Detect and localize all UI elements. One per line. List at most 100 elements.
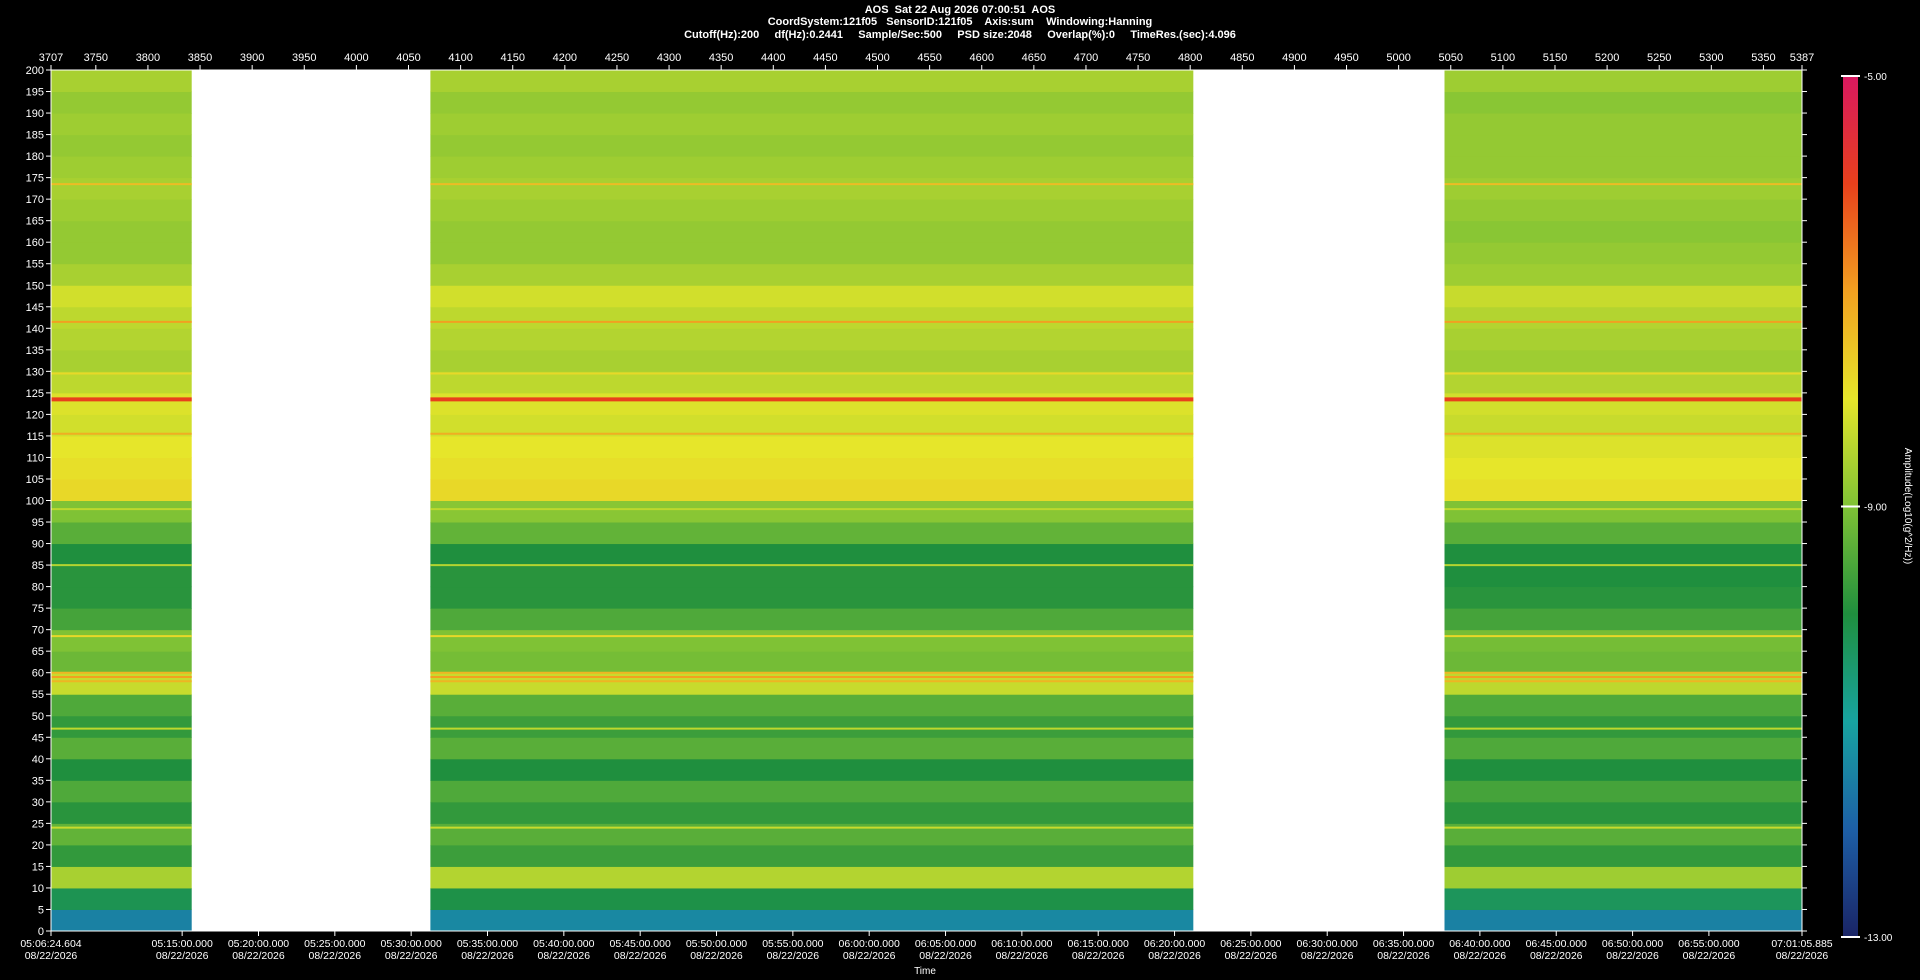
heat-cell xyxy=(51,801,192,824)
heat-cell xyxy=(1444,306,1802,329)
heat-cell xyxy=(1444,672,1802,695)
heat-cell xyxy=(430,694,1194,717)
heat-cell xyxy=(430,565,1194,588)
heat-cell xyxy=(430,134,1194,157)
x-tick-top-label: 4400 xyxy=(761,52,785,64)
x-tick-top-label: 5250 xyxy=(1647,52,1671,64)
heat-cell xyxy=(430,349,1194,372)
x-tick-label: 06:15:00.000 08/22/2026 xyxy=(1068,938,1129,962)
y-tick-label: 75 xyxy=(32,603,44,615)
x-tick-label-line: 05:40:00.000 xyxy=(533,938,594,950)
y-tick-label: 115 xyxy=(26,431,44,443)
heat-cell xyxy=(430,392,1194,415)
x-tick-label-line: 08/22/2026 xyxy=(1377,950,1430,962)
x-tick-label-line: 05:50:00.000 xyxy=(686,938,747,950)
y-tick-label: 10 xyxy=(32,883,44,895)
y-tick-label: 105 xyxy=(26,474,44,486)
heat-cell xyxy=(1444,199,1802,222)
heat-cell xyxy=(51,522,192,545)
x-tick-top-label: 4550 xyxy=(917,52,941,64)
x-tick-label-line: 06:35:00.000 xyxy=(1373,938,1434,950)
y-tick-label: 135 xyxy=(26,345,44,357)
heat-cell xyxy=(51,500,192,523)
x-tick-label-line: 08/22/2026 xyxy=(538,950,591,962)
x-tick-top-label: 4000 xyxy=(344,52,368,64)
x-tick-top-label: 5150 xyxy=(1543,52,1567,64)
x-tick-label: 05:25:00.000 08/22/2026 xyxy=(304,938,365,962)
heat-cell xyxy=(430,220,1194,243)
x-tick-top-label: 4800 xyxy=(1178,52,1202,64)
x-tick-label-line: 06:40:00.000 xyxy=(1449,938,1510,950)
colorbar-label: Amplitude(Log10(g^2/Hz)) xyxy=(1902,448,1913,564)
y-tick-label: 120 xyxy=(26,409,44,421)
heat-cell xyxy=(430,823,1194,846)
heat-cell xyxy=(430,199,1194,222)
heat-cell xyxy=(51,586,192,609)
y-tick-label: 70 xyxy=(32,625,44,637)
chart-title: AOS Sat 22 Aug 2026 07:00:51 AOS xyxy=(865,4,1056,16)
heat-cell xyxy=(1444,565,1802,588)
heat-cell xyxy=(430,801,1194,824)
y-tick-label: 190 xyxy=(26,108,44,120)
y-tick-label: 85 xyxy=(32,560,44,572)
heat-cell xyxy=(51,844,192,867)
x-tick-top-label: 4050 xyxy=(396,52,420,64)
y-tick-label: 30 xyxy=(32,797,44,809)
x-tick-label: 06:55:00.000 08/22/2026 xyxy=(1678,938,1739,962)
heat-cell xyxy=(430,177,1194,200)
x-tick-label: 05:20:00.000 08/22/2026 xyxy=(228,938,289,962)
heat-cell xyxy=(1444,285,1802,308)
heat-cell xyxy=(430,285,1194,308)
x-tick-label-line: 08/22/2026 xyxy=(1683,950,1736,962)
x-tick-label-line: 08/22/2026 xyxy=(232,950,285,962)
heat-cell xyxy=(51,134,192,157)
heat-cell xyxy=(1444,887,1802,910)
heat-cell xyxy=(430,522,1194,545)
heat-cell xyxy=(51,737,192,760)
heat-cell xyxy=(1444,543,1802,566)
heat-cell xyxy=(1444,328,1802,351)
x-tick-label: 05:15:00.000 08/22/2026 xyxy=(151,938,212,962)
x-tick-top-label: 3707 xyxy=(39,52,63,64)
x-tick-top-label: 3900 xyxy=(240,52,264,64)
x-tick-label-line: 06:55:00.000 xyxy=(1678,938,1739,950)
x-tick-label-line: 08/22/2026 xyxy=(690,950,743,962)
x-tick-top-label: 4100 xyxy=(448,52,472,64)
heat-cell xyxy=(1444,629,1802,652)
x-tick-label: 05:50:00.000 08/22/2026 xyxy=(686,938,747,962)
x-tick-label-line: 06:00:00.000 xyxy=(839,938,900,950)
y-tick-label: 110 xyxy=(26,452,44,464)
x-tick-top-label: 3950 xyxy=(292,52,316,64)
heat-cell xyxy=(51,694,192,717)
heat-cell xyxy=(51,392,192,415)
heat-cell xyxy=(51,780,192,803)
x-tick-label-line: 06:15:00.000 xyxy=(1068,938,1129,950)
heat-cell xyxy=(1444,737,1802,760)
heat-cell xyxy=(51,285,192,308)
x-tick-label: 05:06:24.604 08/22/2026 xyxy=(20,938,81,962)
heat-cell xyxy=(1444,500,1802,523)
heat-cell xyxy=(1444,156,1802,179)
heat-cell xyxy=(430,371,1194,394)
heat-cell xyxy=(430,478,1194,501)
x-tick-top-label: 4900 xyxy=(1282,52,1306,64)
heat-cell xyxy=(1444,220,1802,243)
x-tick-label: 06:45:00.000 08/22/2026 xyxy=(1526,938,1587,962)
heat-cell xyxy=(430,737,1194,760)
heat-cell xyxy=(51,349,192,372)
x-tick-label: 07:01:05.885 08/22/2026 xyxy=(1771,938,1832,962)
chart-subtitle: CoordSystem:121f05 SensorID:121f05 Axis:… xyxy=(768,16,1153,28)
x-tick-top-label: 4200 xyxy=(553,52,577,64)
x-tick-top-label: 3850 xyxy=(188,52,212,64)
y-tick-label: 95 xyxy=(32,517,44,529)
y-tick-label: 45 xyxy=(32,732,44,744)
x-tick-top-label: 5387 xyxy=(1790,52,1814,64)
x-tick-label: 06:00:00.000 08/22/2026 xyxy=(839,938,900,962)
x-tick-top-label: 4250 xyxy=(605,52,629,64)
heat-cell xyxy=(1444,608,1802,631)
y-tick-label: 0 xyxy=(38,926,44,938)
y-tick-label: 150 xyxy=(26,280,44,292)
heat-cell xyxy=(430,500,1194,523)
heat-cell xyxy=(51,242,192,265)
y-tick-label: 180 xyxy=(26,151,44,163)
